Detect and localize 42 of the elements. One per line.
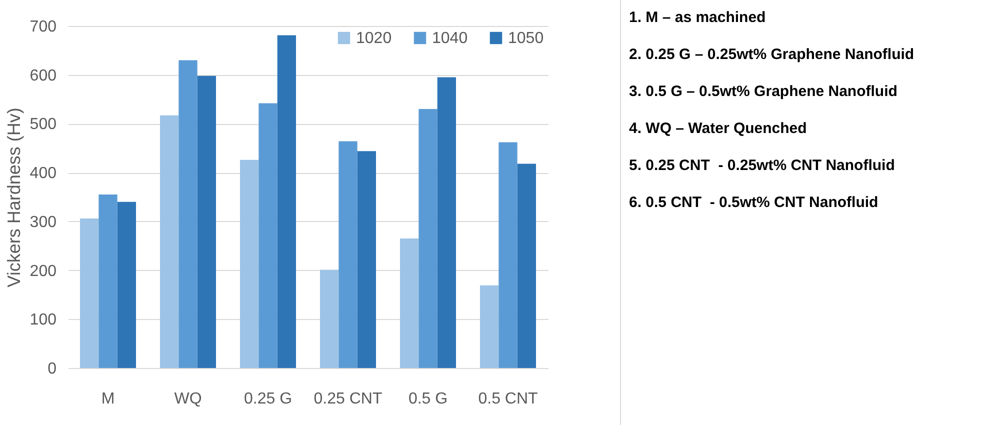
y-axis-title: Vickers Hardness (Hv)	[4, 108, 24, 288]
y-tick-label: 100	[30, 312, 57, 329]
bar	[437, 77, 456, 368]
y-tick-label: 700	[30, 18, 57, 36]
legend-label: 1040	[432, 30, 468, 47]
x-tick-label: 0.5 CNT	[478, 390, 538, 408]
x-tick-label: M	[101, 390, 115, 408]
bar	[338, 141, 358, 368]
text: 1. M – as machined	[629, 8, 767, 28]
bar	[117, 202, 136, 368]
bar	[517, 164, 536, 368]
text: 6. 0.5 CNT - 0.5wt% CNT Nanofluid	[629, 193, 880, 213]
bar	[480, 285, 499, 368]
legend-label: 1020	[356, 30, 392, 47]
x-tick-label: 0.25 G	[244, 390, 292, 408]
text: 5. 0.25 CNT - 0.25wt% CNT Nanofluid	[629, 156, 896, 176]
y-tick-label: 600	[30, 67, 57, 84]
text: 3. 0.5 G – 0.5wt% Graphene Nanofluid	[629, 82, 898, 102]
bar	[400, 238, 419, 368]
bar	[178, 60, 198, 368]
bar	[258, 103, 278, 368]
x-tick-label: 0.5 G	[408, 390, 448, 408]
bar	[277, 35, 296, 368]
bar	[80, 218, 99, 368]
bar	[357, 151, 376, 368]
bar	[197, 76, 216, 368]
x-tick-label: 0.25 CNT	[314, 390, 382, 408]
bar	[498, 142, 518, 368]
x-tick-label: WQ	[174, 390, 202, 408]
bar	[418, 109, 438, 368]
bar	[160, 115, 179, 368]
text: 2. 0.25 G – 0.25wt% Graphene Nanofluid	[629, 45, 916, 65]
y-tick-label: 400	[30, 165, 57, 182]
legend-label: 1050	[508, 30, 544, 47]
bar	[98, 194, 118, 368]
y-tick-label: 300	[30, 214, 57, 231]
y-tick-label: 500	[30, 116, 57, 134]
text: 4. WQ – Water Quenched	[629, 119, 808, 139]
bar	[320, 270, 339, 368]
y-tick-label: 0	[48, 360, 57, 378]
bar	[240, 160, 259, 368]
y-tick-label: 200	[30, 262, 57, 280]
